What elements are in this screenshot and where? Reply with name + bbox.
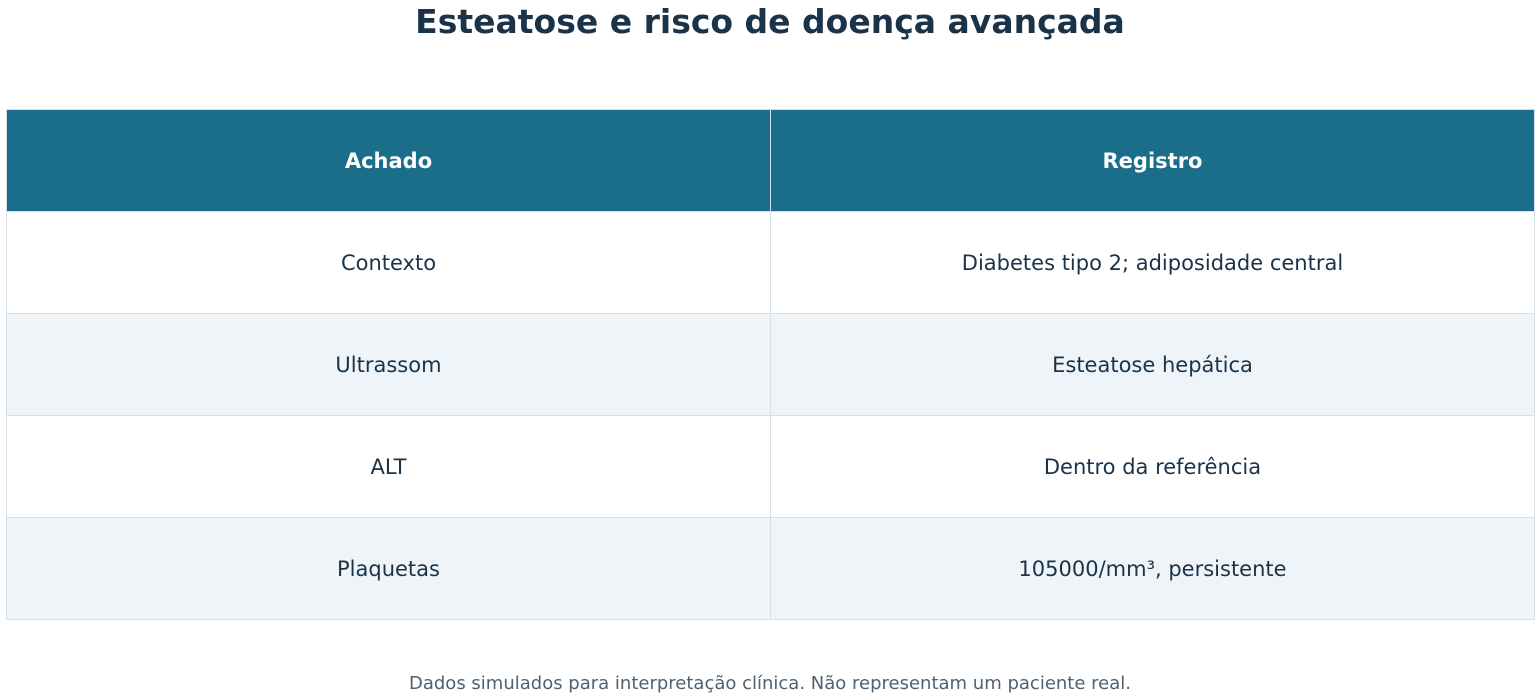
column-header-achado: Achado bbox=[6, 109, 771, 212]
table-row: Ultrassom Esteatose hepática bbox=[6, 313, 1535, 416]
chart-title: Esteatose e risco de doença avançada bbox=[415, 2, 1125, 41]
column-header-registro: Registro bbox=[770, 109, 1535, 212]
cell-registro: Dentro da referência bbox=[770, 415, 1535, 518]
cell-achado: Plaquetas bbox=[6, 517, 771, 620]
findings-table: Achado Registro Contexto Diabetes tipo 2… bbox=[6, 109, 1535, 620]
cell-achado: Ultrassom bbox=[6, 313, 771, 416]
table-row: Plaquetas 105000/mm³, persistente bbox=[6, 517, 1535, 620]
table-row: ALT Dentro da referência bbox=[6, 415, 1535, 518]
table-header-row: Achado Registro bbox=[6, 109, 1535, 212]
cell-registro: Esteatose hepática bbox=[770, 313, 1535, 416]
table-row: Contexto Diabetes tipo 2; adiposidade ce… bbox=[6, 211, 1535, 314]
cell-achado: Contexto bbox=[6, 211, 771, 314]
cell-registro: Diabetes tipo 2; adiposidade central bbox=[770, 211, 1535, 314]
footnote: Dados simulados para interpretação clíni… bbox=[408, 673, 1131, 694]
cell-achado: ALT bbox=[6, 415, 771, 518]
cell-registro: 105000/mm³, persistente bbox=[770, 517, 1535, 620]
